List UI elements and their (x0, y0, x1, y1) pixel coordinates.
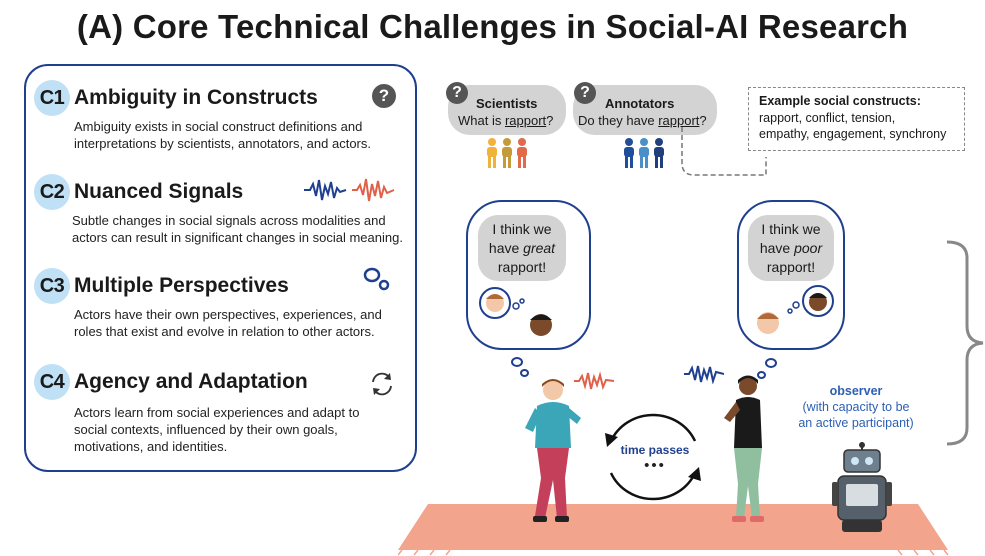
thought-dot (757, 371, 766, 379)
challenges-panel: C1 Ambiguity in Constructs Ambiguity exi… (24, 64, 417, 472)
observer-sub1: (with capacity to be (802, 400, 910, 414)
right-person (724, 375, 764, 522)
time-dots: ••• (644, 457, 666, 474)
constructs-heading: Example social constructs: (759, 94, 921, 108)
scientists-people-icon (487, 138, 527, 168)
page-title: (A) Core Technical Challenges in Social-… (76, 8, 909, 45)
right-thought-text: I think we have poor rapport! (748, 215, 834, 281)
challenge-title-c3: Multiple Perspectives (74, 274, 289, 297)
constructs-line1: rapport, conflict, tension, (759, 111, 896, 125)
left-perspective-avatars (479, 287, 552, 336)
question-icon: ? (574, 82, 596, 104)
thought-dot (520, 369, 529, 377)
challenge-badge-c4: C4 (34, 364, 70, 400)
question-icon: ? (372, 84, 396, 108)
question-icon: ? (446, 82, 468, 104)
waveform-icon (574, 371, 614, 391)
challenge-title-c4: Agency and Adaptation (74, 370, 308, 393)
time-cycle-icon (605, 413, 701, 501)
waveform-icon (684, 365, 724, 384)
observer-sub2: an active participant) (798, 416, 914, 430)
scientists-label: Scientists (476, 96, 538, 111)
challenge-badge-c3: C3 (34, 268, 70, 304)
annotators-people-icon (624, 138, 664, 168)
refresh-icon (372, 372, 392, 396)
challenge-desc-c1: Ambiguity exists in social construct def… (74, 119, 371, 151)
constructs-box: Example social constructs: rapport, conf… (748, 87, 965, 151)
constructs-line2: empathy, engagement, synchrony (759, 127, 947, 141)
challenge-badge-c2: C2 (34, 174, 70, 210)
challenge-desc-c3: Actors have their own perspectives, expe… (74, 307, 382, 339)
thought-dot (511, 357, 523, 367)
right-perspective-avatars (757, 285, 834, 334)
robot-icon (832, 442, 892, 532)
scientists-bubble: Scientists What is rapport? (448, 85, 566, 135)
left-person (525, 379, 581, 522)
challenge-desc-c2: Subtle changes in social signals across … (72, 213, 403, 245)
annotators-question: Do they have rapport? (578, 113, 707, 128)
scientists-question: What is rapport? (458, 113, 554, 128)
time-passes-label: time passes (620, 443, 690, 457)
connector-line (681, 127, 767, 176)
challenge-title-c2: Nuanced Signals (74, 180, 244, 203)
right-thought-bubble (737, 200, 845, 350)
brace (946, 240, 984, 446)
annotators-label: Annotators (605, 96, 675, 111)
left-thought-text: I think we have great rapport! (478, 215, 566, 281)
challenge-title-c1: Ambiguity in Constructs (74, 86, 318, 109)
challenge-badge-c1: C1 (34, 80, 70, 116)
left-thought-bubble (466, 200, 591, 350)
thought-bubble-icon (363, 267, 390, 291)
waveform-icon (304, 178, 395, 202)
challenge-desc-c4: Actors learn from social experiences and… (74, 405, 360, 454)
observer-label: observer (829, 384, 883, 398)
thought-dot (765, 358, 777, 368)
observer-caption: observer (with capacity to be an active … (788, 383, 924, 431)
annotators-bubble: Annotators Do they have rapport? (573, 85, 717, 135)
